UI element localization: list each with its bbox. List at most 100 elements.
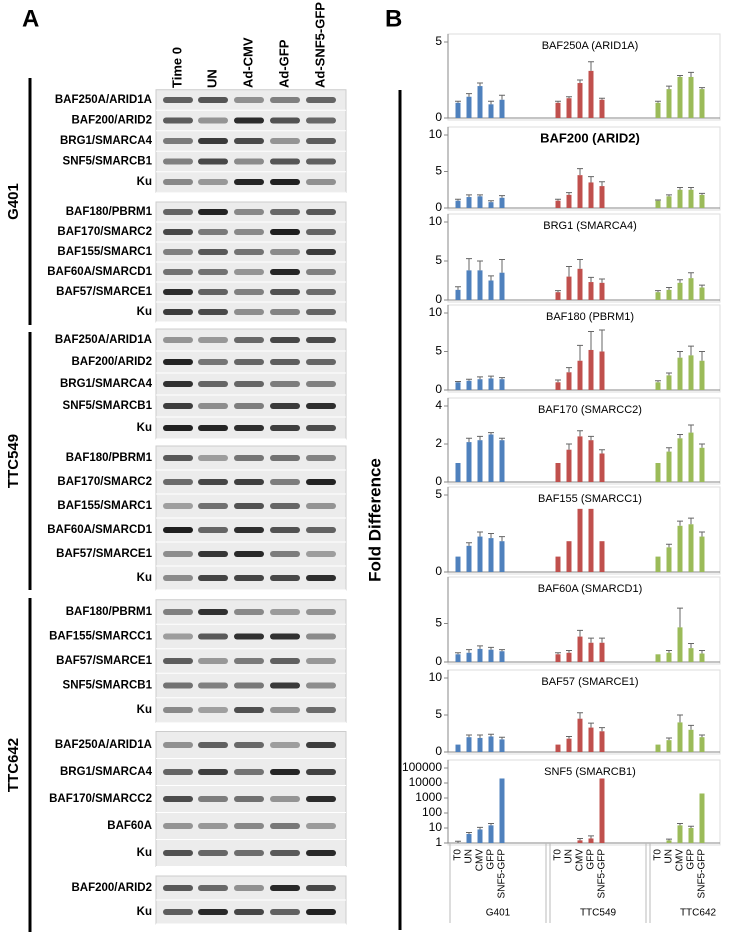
- band: [270, 503, 300, 509]
- band: [198, 503, 228, 509]
- group-label: G401: [486, 908, 511, 919]
- bar: [488, 649, 494, 662]
- y-tick-label: 5: [435, 487, 442, 501]
- band: [163, 158, 193, 165]
- band: [198, 229, 228, 235]
- chart-title: BAF200 (ARID2): [540, 130, 640, 145]
- band: [270, 633, 300, 640]
- error-bar: [455, 652, 461, 655]
- band: [270, 769, 300, 775]
- error-bar: [499, 377, 505, 380]
- band: [198, 551, 228, 557]
- band: [163, 209, 193, 215]
- error-bar: [666, 372, 672, 376]
- protein-label: BAF180/PBRM1: [66, 206, 153, 218]
- band: [198, 707, 228, 713]
- column-label: Ad-GFP: [276, 39, 291, 88]
- protein-label: BAF60A/SMARCD1: [47, 266, 152, 278]
- error-bar: [699, 192, 705, 195]
- chart-title: SNF5 (SMARCB1): [544, 766, 636, 778]
- band: [163, 403, 193, 409]
- band: [198, 249, 228, 255]
- band: [306, 269, 336, 275]
- bar: [466, 833, 472, 843]
- error-bar: [588, 176, 594, 183]
- band: [306, 309, 336, 315]
- band: [163, 551, 193, 557]
- band: [198, 179, 228, 185]
- error-bar: [666, 737, 672, 741]
- bar: [688, 76, 694, 118]
- protein-label: Ku: [137, 176, 152, 188]
- error-bar: [477, 531, 483, 537]
- error-bar: [699, 531, 705, 537]
- error-bar: [599, 637, 605, 643]
- protein-label: BAF170/SMARC2: [57, 476, 152, 488]
- error-bar: [688, 724, 694, 730]
- error-bar: [577, 712, 583, 719]
- error-bar: [688, 643, 694, 649]
- band: [163, 658, 193, 664]
- band: [163, 633, 193, 640]
- bar: [455, 102, 461, 118]
- bar: [666, 740, 672, 752]
- band: [163, 381, 193, 387]
- band: [306, 425, 336, 431]
- bar: [599, 541, 605, 572]
- error-bar: [666, 85, 672, 90]
- band: [234, 575, 264, 581]
- band: [270, 337, 300, 343]
- band: [234, 769, 264, 775]
- bar: [455, 556, 461, 572]
- band: [198, 138, 228, 144]
- band: [306, 633, 336, 640]
- error-bar: [599, 727, 605, 732]
- bar: [688, 355, 694, 390]
- bar: [688, 828, 694, 843]
- band: [198, 885, 228, 891]
- band: [270, 850, 300, 856]
- bar: [677, 189, 683, 208]
- band: [306, 209, 336, 215]
- bar: [699, 447, 705, 482]
- error-bar: [666, 649, 672, 653]
- error-bar: [699, 284, 705, 288]
- error-bar: [588, 637, 594, 643]
- bar: [688, 729, 694, 752]
- error-bar: [488, 100, 494, 105]
- y-tick-label: 0: [435, 474, 442, 488]
- band: [198, 455, 228, 461]
- band: [270, 249, 300, 255]
- band: [234, 289, 264, 295]
- band: [198, 403, 228, 409]
- y-tick-label: 10: [429, 670, 443, 684]
- band: [163, 503, 193, 509]
- bar: [588, 838, 594, 843]
- bar: [455, 200, 461, 208]
- band: [198, 633, 228, 640]
- band: [306, 381, 336, 387]
- band: [270, 158, 300, 165]
- bar: [455, 463, 461, 482]
- band: [163, 796, 193, 802]
- band: [163, 823, 193, 829]
- error-bar: [488, 646, 494, 650]
- error-bar: [566, 735, 572, 739]
- y-tick-label: 10: [429, 820, 443, 834]
- protein-label: BRG1/SMARCA4: [60, 378, 153, 390]
- y-tick-label: 100000: [402, 760, 442, 774]
- error-bar: [477, 260, 483, 271]
- bar: [699, 194, 705, 208]
- band: [270, 229, 300, 235]
- error-bar: [466, 93, 472, 97]
- band: [234, 381, 264, 387]
- bar: [666, 451, 672, 482]
- band: [306, 337, 336, 343]
- bar: [588, 282, 594, 300]
- band: [198, 425, 228, 431]
- column-label: Ad-SNF5-GFP: [312, 2, 327, 88]
- band: [270, 289, 300, 295]
- error-bar: [488, 822, 494, 826]
- bar: [577, 83, 583, 118]
- band: [306, 909, 336, 915]
